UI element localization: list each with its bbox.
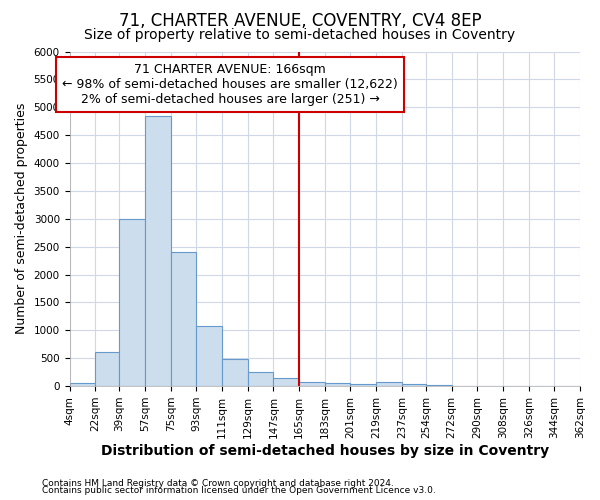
Bar — [145, 116, 171, 386]
Text: 71 CHARTER AVENUE: 166sqm
← 98% of semi-detached houses are smaller (12,622)
2% : 71 CHARTER AVENUE: 166sqm ← 98% of semi-… — [62, 63, 398, 106]
Bar — [196, 326, 222, 386]
Bar — [350, 384, 376, 386]
Text: Contains HM Land Registry data © Crown copyright and database right 2024.: Contains HM Land Registry data © Crown c… — [42, 478, 394, 488]
Y-axis label: Number of semi-detached properties: Number of semi-detached properties — [15, 103, 28, 334]
Bar — [95, 352, 119, 386]
Bar — [426, 385, 452, 386]
Bar — [274, 378, 299, 386]
Bar — [299, 382, 325, 386]
Text: 71, CHARTER AVENUE, COVENTRY, CV4 8EP: 71, CHARTER AVENUE, COVENTRY, CV4 8EP — [119, 12, 481, 30]
Bar — [119, 219, 145, 386]
Text: Size of property relative to semi-detached houses in Coventry: Size of property relative to semi-detach… — [85, 28, 515, 42]
Text: Contains public sector information licensed under the Open Government Licence v3: Contains public sector information licen… — [42, 486, 436, 495]
X-axis label: Distribution of semi-detached houses by size in Coventry: Distribution of semi-detached houses by … — [101, 444, 549, 458]
Bar — [248, 372, 274, 386]
Bar — [402, 384, 426, 386]
Bar — [70, 383, 95, 386]
Bar — [171, 252, 196, 386]
Bar — [376, 382, 402, 386]
Bar — [222, 360, 248, 386]
Bar — [325, 383, 350, 386]
